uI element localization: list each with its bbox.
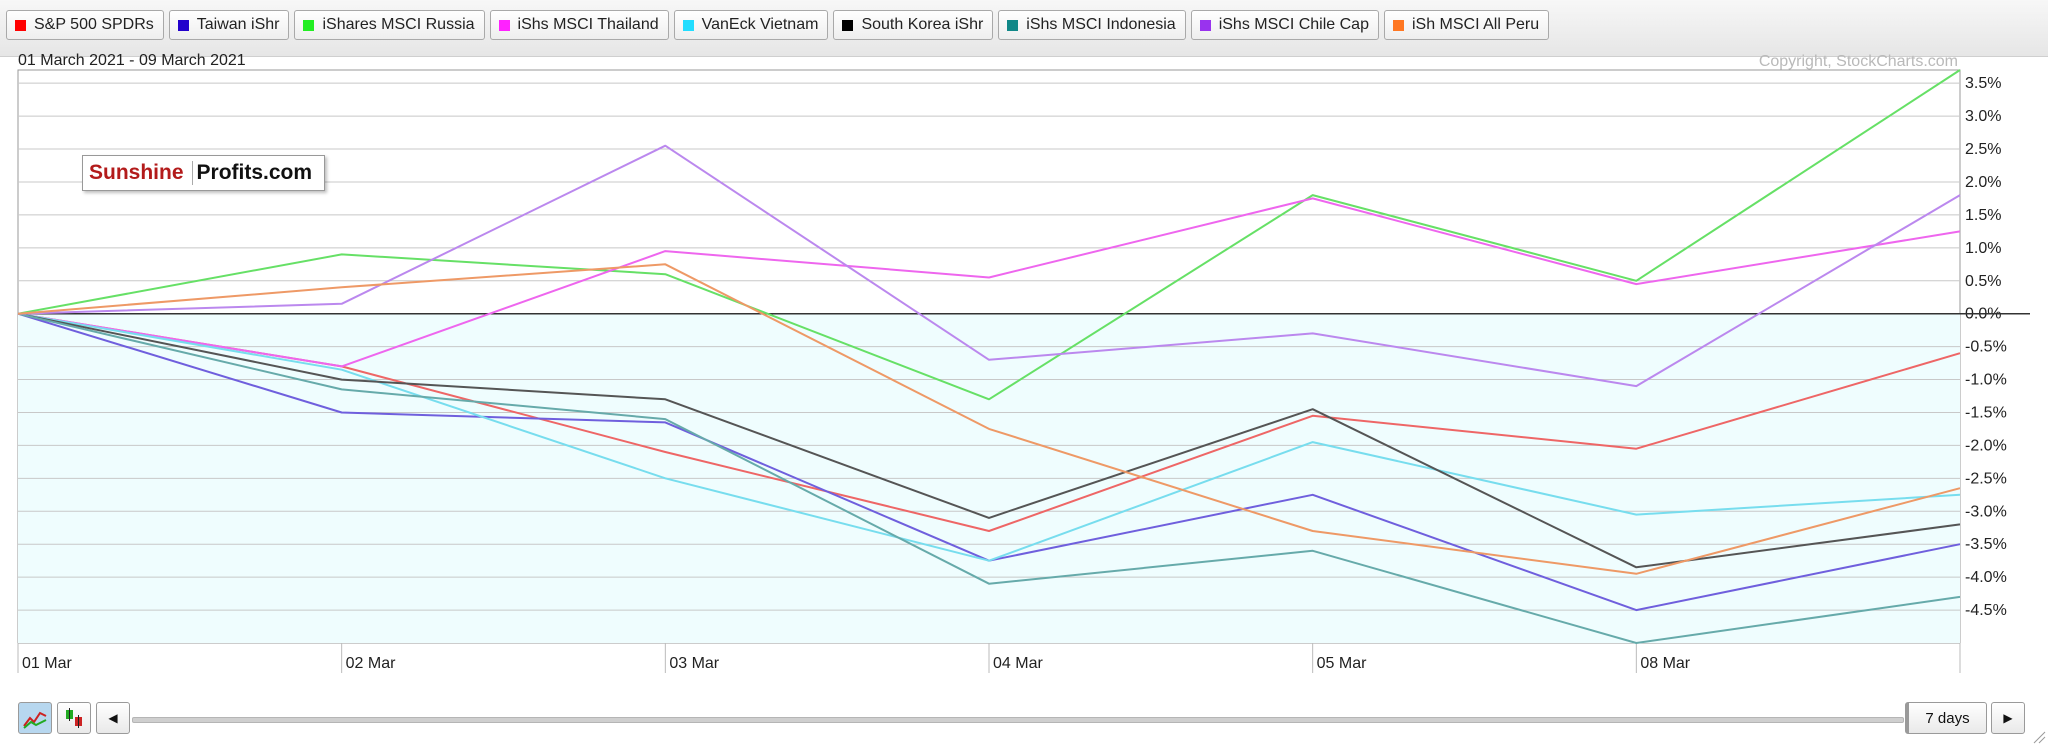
y-tick-label: -4.0%	[1965, 569, 2007, 586]
series-line	[17, 69, 1961, 401]
resize-grip-icon[interactable]	[2032, 730, 2046, 744]
legend-item[interactable]: Taiwan iShr	[168, 10, 290, 40]
series-line	[17, 312, 1961, 569]
bottom-toolbar	[0, 686, 2048, 746]
legend-swatch	[682, 19, 694, 31]
legend-item[interactable]: iShs MSCI Indonesia	[998, 10, 1186, 40]
y-tick-label: -3.5%	[1965, 536, 2007, 553]
y-tick-label: 2.0%	[1965, 174, 2001, 191]
arrow-left-icon: ◀	[108, 711, 118, 725]
y-tick-label: 2.5%	[1965, 141, 2001, 158]
arrow-right-icon: ▶	[2003, 711, 2013, 725]
x-tick-label: 01 Mar	[22, 655, 72, 672]
scroll-right-button[interactable]: ▶	[1991, 702, 2025, 734]
legend-item[interactable]: South Korea iShr	[833, 10, 994, 40]
x-tick-label: 03 Mar	[669, 655, 719, 672]
logo-part-1: Sunshine	[83, 161, 193, 185]
performance-chart: 3.5%3.0%2.5%2.0%1.5%1.0%0.5%0.0%-0.5%-1.…	[17, 69, 2030, 673]
y-tick-label: 1.0%	[1965, 240, 2001, 257]
legend-label: South Korea iShr	[861, 16, 984, 33]
sunshine-profits-logo: Sunshine Profits.com	[82, 155, 326, 191]
legend-label: iSh MSCI All Peru	[1411, 16, 1540, 33]
y-tick-label: 1.5%	[1965, 207, 2001, 224]
y-tick-label: -1.0%	[1965, 372, 2007, 389]
y-tick-label: -4.5%	[1965, 602, 2007, 619]
legend-swatch	[1007, 19, 1019, 31]
legend-label: Taiwan iShr	[196, 16, 280, 33]
logo-part-2: Profits.com	[196, 161, 313, 184]
line-chart-icon	[23, 711, 47, 729]
y-tick-label: 3.5%	[1965, 75, 2001, 92]
period-label: 7 days	[1925, 709, 1970, 727]
y-tick-label: 3.0%	[1965, 108, 2001, 125]
legend-item[interactable]: iShs MSCI Thailand	[489, 10, 669, 40]
legend-label: S&P 500 SPDRs	[34, 16, 154, 33]
copyright-text: Copyright, StockCharts.com	[1758, 53, 1958, 70]
scroll-left-button[interactable]: ◀	[96, 702, 130, 734]
legend-label: iShs MSCI Thailand	[517, 16, 659, 33]
legend-item[interactable]: S&P 500 SPDRs	[6, 10, 164, 40]
y-tick-label: -1.5%	[1965, 404, 2007, 421]
legend-item[interactable]: VanEck Vietnam	[673, 10, 829, 40]
y-tick-label: 0.5%	[1965, 273, 2001, 290]
legend-swatch	[1392, 19, 1404, 31]
legend-toolbar: S&P 500 SPDRs Taiwan iShr iShares MSCI Rus…	[0, 0, 2048, 57]
series-line	[17, 144, 1961, 388]
x-tick-label: 08 Mar	[1640, 655, 1690, 672]
legend-swatch	[303, 19, 315, 31]
legend-bar: S&P 500 SPDRs Taiwan iShr iShares MSCI Rus…	[6, 10, 1550, 40]
y-tick-label: -0.5%	[1965, 339, 2007, 356]
x-tick-label: 04 Mar	[993, 655, 1043, 672]
legend-label: iShs MSCI Chile Cap	[1218, 16, 1369, 33]
y-tick-label: -2.5%	[1965, 470, 2007, 487]
series-line	[17, 197, 1961, 368]
legend-swatch	[498, 19, 510, 31]
series-line	[17, 312, 1961, 562]
x-tick-label: 02 Mar	[346, 655, 396, 672]
legend-swatch	[177, 19, 189, 31]
period-selector[interactable]: 7 days	[1905, 702, 1987, 734]
legend-label: iShares MSCI Russia	[322, 16, 475, 33]
date-range-label: 01 March 2021 - 09 March 2021	[18, 52, 246, 69]
candlestick-icon	[66, 708, 82, 728]
legend-swatch	[1199, 19, 1211, 31]
legend-item[interactable]: iShs MSCI Chile Cap	[1190, 10, 1379, 40]
legend-item[interactable]: iSh MSCI All Peru	[1383, 10, 1550, 40]
legend-swatch	[842, 19, 854, 31]
y-tick-label: -2.0%	[1965, 437, 2007, 454]
legend-label: VanEck Vietnam	[701, 16, 819, 33]
y-tick-label: -3.0%	[1965, 503, 2007, 520]
legend-item[interactable]: iShares MSCI Russia	[294, 10, 485, 40]
bar-chart-type-button[interactable]	[57, 702, 91, 734]
x-tick-label: 05 Mar	[1317, 655, 1367, 672]
legend-swatch	[15, 19, 26, 31]
line-chart-type-button[interactable]	[18, 702, 52, 734]
series-line	[17, 312, 1961, 644]
series-line	[17, 263, 1961, 575]
time-scrollbar[interactable]	[132, 717, 1904, 723]
legend-label: iShs MSCI Indonesia	[1026, 16, 1176, 33]
